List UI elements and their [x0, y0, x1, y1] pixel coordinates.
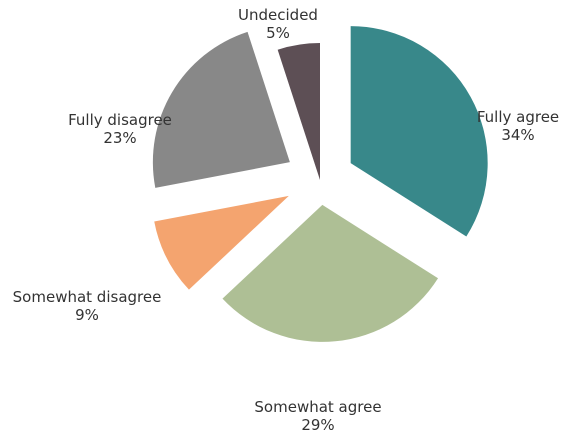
slice-category-label: Somewhat agree — [254, 398, 381, 416]
slice-label-fully-agree: Fully agree 34% — [477, 108, 559, 144]
slice-value-label: 23% — [103, 129, 136, 147]
pie-slice-fully-disagree — [152, 31, 290, 188]
pie-slices — [152, 26, 488, 342]
pie-slice-somewhat-agree — [222, 204, 439, 342]
slice-value-label: 5% — [266, 24, 290, 42]
slice-value-label: 34% — [501, 126, 534, 144]
slice-category-label: Fully disagree — [68, 111, 172, 129]
pie-labels: Fully agree 34%Somewhat agree 29%Somewhat … — [13, 6, 559, 434]
pie-slice-somewhat-disagree — [154, 195, 289, 290]
slice-label-somewhat-disagree: Somewhat disagree 9% — [13, 288, 162, 324]
slice-value-label: 9% — [75, 306, 99, 324]
pie-slice-fully-agree — [350, 26, 488, 237]
pie-slice-undecided — [277, 43, 320, 180]
slice-category-label: Undecided — [238, 6, 318, 24]
slice-label-somewhat-agree: Somewhat agree 29% — [254, 398, 381, 434]
slice-label-undecided: Undecided 5% — [238, 6, 318, 42]
slice-category-label: Fully agree — [477, 108, 559, 126]
slice-category-label: Somewhat disagree — [13, 288, 162, 306]
slice-label-fully-disagree: Fully disagree 23% — [68, 111, 172, 147]
slice-value-label: 29% — [301, 416, 334, 434]
